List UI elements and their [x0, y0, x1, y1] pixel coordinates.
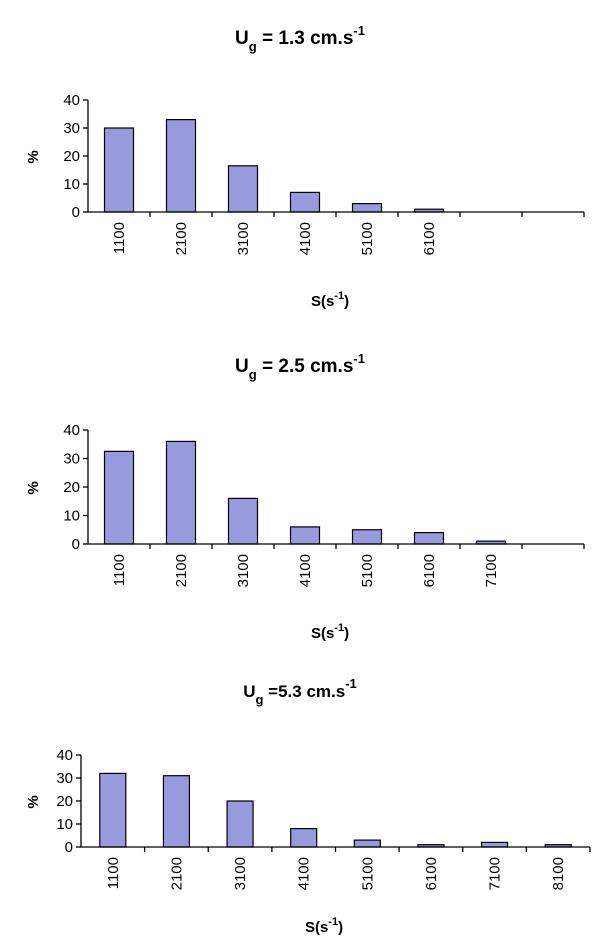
- x-tick-label: 2100: [173, 222, 190, 255]
- chart-2-x-axis-label: S(s-1): [311, 622, 349, 642]
- x-tick-label: 1100: [105, 857, 122, 889]
- chart-1-x-ticks: 1100 2100 3100 4100 5100 6100: [111, 212, 585, 255]
- bar: [289, 526, 321, 545]
- bar: [353, 839, 381, 848]
- x-tick-label: 1100: [111, 222, 128, 254]
- x-tick-label: 6100: [421, 222, 438, 255]
- y-tick-label: 40: [63, 92, 80, 109]
- bar: [480, 841, 509, 848]
- y-tick-label: 20: [63, 148, 80, 165]
- chart-3-y-ticks: 0 10 20 30 40: [56, 747, 81, 856]
- y-tick-label: 0: [65, 839, 73, 856]
- chart-2-title: Ug = 2.5 cm.s-1: [235, 351, 365, 382]
- bar: [227, 165, 259, 213]
- x-tick-label: 5100: [359, 554, 376, 587]
- bar: [289, 191, 321, 213]
- bar: [413, 531, 445, 545]
- x-tick-label: 8100: [550, 857, 567, 890]
- bar: [290, 827, 318, 848]
- x-tick-label: 1100: [111, 554, 128, 586]
- chart-3-title: Ug =5.3 cm.s-1: [243, 676, 357, 707]
- chart-2-axes: [87, 430, 584, 545]
- chart-1-y-axis-label: %: [25, 150, 42, 163]
- bar: [103, 450, 135, 545]
- chart-3: Ug =5.3 cm.s-1 % 0 10 20 30 40 1100 2100 3100 4…: [25, 676, 591, 936]
- chart-2-y-axis-label: %: [25, 481, 42, 494]
- y-tick-label: 30: [63, 120, 80, 137]
- chart-3-x-ticks: 1100 2100 3100 4100 5100 6100 7100 8100: [105, 847, 591, 890]
- y-tick-label: 30: [63, 451, 80, 468]
- chart-2-bars: [103, 440, 507, 545]
- chart-2-x-ticks: 1100 2100 3100 4100 5100 6100 7100: [111, 544, 585, 587]
- x-tick-label: 6100: [421, 554, 438, 587]
- y-tick-label: 0: [72, 204, 80, 221]
- bar: [165, 118, 197, 213]
- y-tick-label: 10: [56, 816, 73, 833]
- chart-3-y-axis-label: %: [25, 795, 42, 808]
- x-tick-label: 5100: [359, 222, 376, 255]
- bar: [103, 127, 135, 213]
- bar: [226, 800, 254, 848]
- bar: [99, 772, 127, 848]
- x-tick-label: 3100: [232, 857, 249, 890]
- chart-3-axes: [80, 755, 590, 848]
- chart-3-bars: [99, 772, 572, 848]
- x-tick-label: 3100: [235, 554, 252, 587]
- chart-1: Ug = 1.3 cm.s-1 % 0 10 20 30 40 1100 2100 3100…: [25, 23, 585, 310]
- x-tick-label: 3100: [235, 222, 252, 255]
- x-tick-label: 2100: [168, 857, 185, 890]
- chart-1-axes: [87, 100, 584, 213]
- x-tick-label: 2100: [173, 554, 190, 587]
- x-tick-label: 4100: [297, 222, 314, 255]
- x-tick-label: 4100: [297, 554, 314, 587]
- chart-1-x-axis-label: S(s-1): [311, 290, 349, 310]
- bar: [351, 529, 383, 545]
- bar: [165, 440, 197, 545]
- x-tick-label: 7100: [483, 554, 500, 587]
- chart-3-x-axis-label: S(s-1): [305, 916, 343, 936]
- y-tick-label: 40: [63, 422, 80, 439]
- x-tick-label: 4100: [296, 857, 313, 890]
- y-tick-label: 10: [63, 508, 80, 525]
- y-tick-label: 40: [56, 747, 73, 764]
- y-tick-label: 0: [72, 536, 80, 553]
- y-tick-label: 10: [63, 176, 80, 193]
- bar: [351, 203, 383, 213]
- y-tick-label: 30: [56, 770, 73, 787]
- x-tick-label: 7100: [487, 857, 504, 890]
- chart-1-bars: [103, 118, 445, 213]
- chart-1-y-ticks: 0 10 20 30 40: [63, 92, 88, 221]
- y-tick-label: 20: [63, 479, 80, 496]
- bar: [162, 775, 191, 848]
- chart-2-y-ticks: 0 10 20 30 40: [63, 422, 88, 553]
- bar: [227, 497, 259, 545]
- chart-2: Ug = 2.5 cm.s-1 % 0 10 20 30 40 1100 2100 3100…: [25, 351, 585, 642]
- x-tick-label: 6100: [423, 857, 440, 890]
- x-tick-label: 5100: [359, 857, 376, 890]
- chart-1-title: Ug = 1.3 cm.s-1: [235, 23, 365, 54]
- y-tick-label: 20: [56, 793, 73, 810]
